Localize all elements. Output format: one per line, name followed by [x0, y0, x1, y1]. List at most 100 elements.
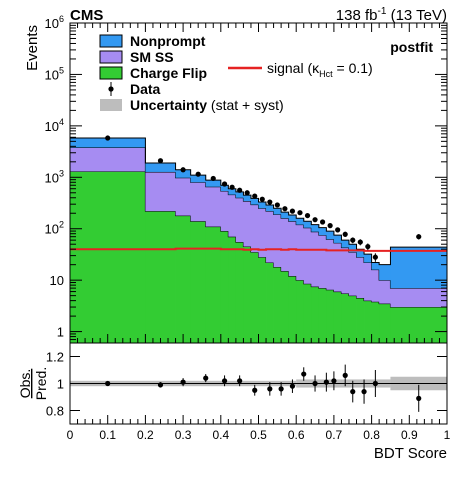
data-point — [229, 184, 235, 190]
stack-bar-sm-ss — [235, 197, 244, 243]
stack-bar-charge-flip — [379, 303, 391, 343]
stack-bar-sm-ss — [243, 201, 252, 247]
ratio-point — [331, 378, 337, 384]
stack-bar-sm-ss — [228, 194, 237, 237]
stack-bar-sm-ss — [318, 235, 327, 289]
stack-bar-sm-ss — [296, 224, 305, 281]
stack-bar-charge-flip — [348, 295, 357, 343]
postfit-label: postfit — [390, 39, 433, 55]
stack-bar-nonprompt — [318, 227, 327, 236]
data-point — [210, 175, 216, 182]
stack-bar-nonprompt — [266, 204, 274, 212]
stack-bar-sm-ss — [258, 208, 267, 258]
stack-bar-charge-flip — [250, 252, 259, 343]
ratio-point — [157, 382, 164, 388]
y-axis-label: Events — [24, 25, 41, 71]
ratio-point — [203, 375, 209, 381]
y-tick-label: 104 — [45, 117, 64, 134]
stack-bar-sm-ss — [303, 227, 312, 284]
stack-bar-nonprompt — [205, 180, 222, 187]
data-point — [304, 212, 311, 219]
data-point — [259, 196, 265, 202]
y-tick-base: 10 — [45, 16, 59, 31]
stack-bar-sm-ss — [379, 280, 391, 304]
legend-label-text: Uncertainty — [130, 97, 207, 113]
x-tick-label: 1 — [444, 428, 451, 442]
stack-bar-sm-ss — [145, 171, 176, 212]
legend-swatch-nonprompt — [99, 34, 123, 48]
data-point — [350, 237, 356, 243]
stack-bar-nonprompt — [70, 138, 146, 148]
stack-bar-sm-ss — [364, 262, 372, 301]
stack-bar-charge-flip — [70, 171, 146, 343]
stack-bar-sm-ss — [175, 177, 192, 216]
y-tick-label: 1 — [57, 325, 64, 340]
ratio-point — [267, 386, 273, 392]
stack-bar-charge-flip — [288, 276, 297, 343]
ratio-point — [372, 380, 378, 387]
ratio-point — [221, 378, 228, 384]
data-point — [221, 181, 228, 187]
stack-bar-charge-flip — [235, 242, 244, 343]
data-point — [267, 199, 273, 205]
legend-label: Nonprompt — [130, 33, 206, 49]
stack-bar-nonprompt — [190, 175, 207, 183]
stack-bar-nonprompt — [390, 247, 448, 289]
ratio-point — [312, 380, 318, 387]
ratio-point — [252, 387, 258, 393]
stack-bar-sm-ss — [70, 147, 146, 172]
stack-bar-charge-flip — [281, 271, 290, 343]
stack-bar-nonprompt — [364, 254, 372, 263]
y-tick-label: 106 — [45, 14, 64, 31]
stack-bar-nonprompt — [356, 249, 365, 258]
x-tick-label: 0.4 — [212, 428, 229, 442]
stack-bar-charge-flip — [175, 215, 192, 343]
stack-bar-charge-flip — [390, 307, 448, 343]
stack-bar-charge-flip — [190, 221, 207, 343]
data-point — [180, 167, 186, 173]
stack-bar-nonprompt — [311, 224, 320, 232]
signal-line — [70, 247, 447, 252]
stack-bar-nonprompt — [341, 240, 350, 248]
stack-bar-sm-ss — [390, 288, 448, 308]
cms-label: CMS — [70, 7, 103, 24]
stack-bar-charge-flip — [311, 286, 320, 343]
stack-bar-nonprompt — [258, 202, 267, 209]
stack-bar-charge-flip — [341, 293, 350, 343]
data-point — [342, 231, 348, 237]
x-tick-label: 0.6 — [288, 428, 305, 442]
data-point — [105, 135, 111, 141]
legend-label: Uncertainty (stat + syst) — [130, 97, 284, 113]
stack-bar-nonprompt — [348, 244, 357, 253]
legend-swatch-sm-ss — [99, 50, 123, 64]
legend-label-text: Charge Flip — [130, 65, 207, 81]
ratio-ylabel-denominator: Pred. — [33, 367, 49, 400]
ratio-point — [180, 379, 186, 385]
stack-bar-charge-flip — [296, 280, 305, 343]
data-point — [237, 187, 243, 193]
data-point — [335, 227, 341, 233]
x-tick-label: 0.2 — [137, 428, 154, 442]
stack-bar-charge-flip — [228, 236, 237, 343]
data-point — [312, 217, 318, 223]
data-point — [365, 243, 371, 250]
stack-bar-charge-flip — [303, 283, 312, 343]
data-point — [416, 234, 422, 240]
data-point — [157, 158, 164, 164]
data-point — [274, 202, 280, 208]
stack-bar-nonprompt — [296, 218, 305, 225]
stack-bar-charge-flip — [205, 226, 222, 343]
legend-label: Charge Flip — [130, 65, 207, 81]
stack-bar-charge-flip — [326, 289, 335, 343]
legend-swatch-charge-flip — [99, 66, 123, 80]
ratio-y-tick-label: 1 — [57, 377, 64, 392]
signal-legend-label: signal (κHct = 0.1) — [267, 60, 373, 79]
legend-uncertainty-swatch — [100, 99, 122, 111]
ratio-panel: 0.8 1 1.2 0 0.1 0.2 0.3 0.4 0.5 0.6 0.7 0.8 0.9 1 Obs.… — [17, 342, 451, 462]
data-point — [297, 210, 303, 216]
stack-bar-sm-ss — [281, 218, 290, 272]
stack-bar-nonprompt — [145, 162, 176, 172]
